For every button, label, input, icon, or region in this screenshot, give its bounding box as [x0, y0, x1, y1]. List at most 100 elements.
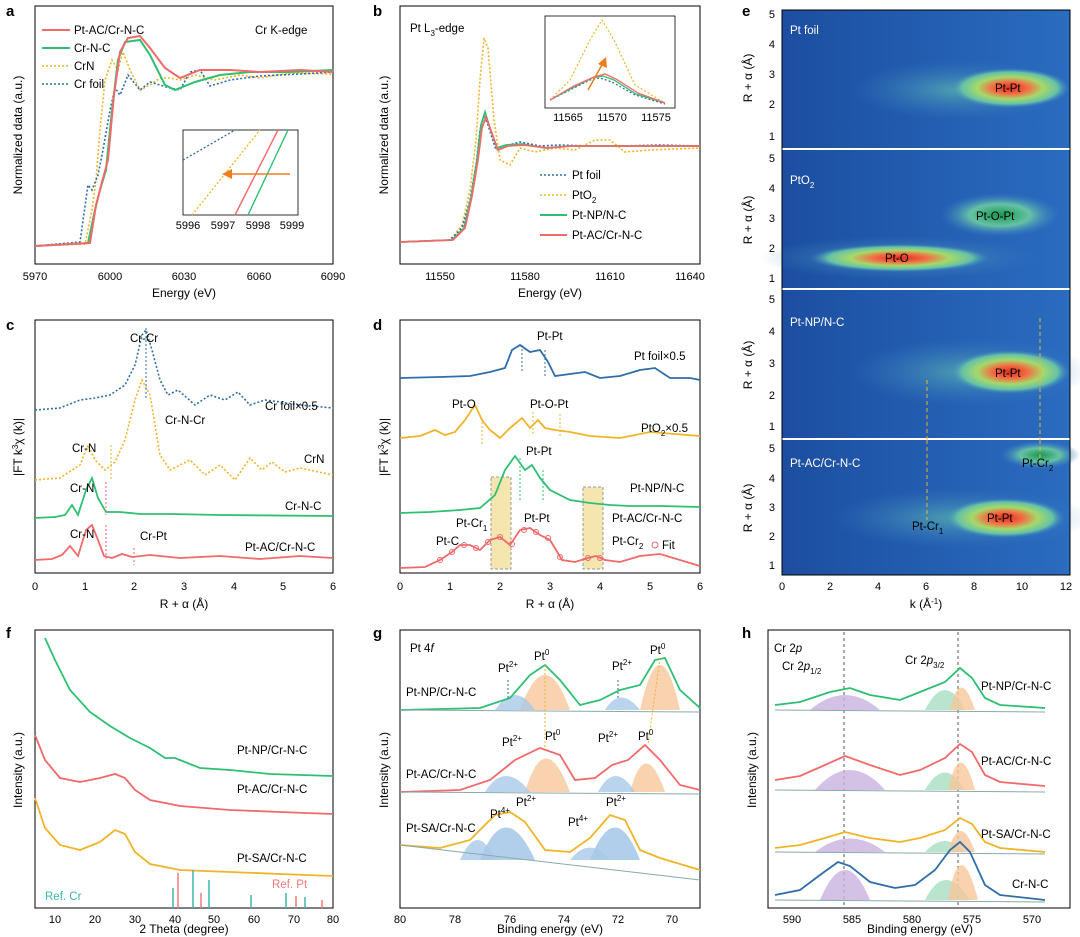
legend-label: Pt-NP/N-C [572, 210, 626, 222]
panel-e-ylabel: R + α (Å) [740, 341, 755, 390]
panel-letter-e: e [742, 3, 750, 20]
peak-label: Pt-Pt [537, 331, 563, 343]
svg-text:2: 2 [769, 390, 775, 402]
series-h-pt-np [774, 666, 1046, 709]
series-h-pt-ac [774, 742, 1046, 787]
map-peak-label: Pt-Cr1 [912, 521, 944, 536]
svg-text:3: 3 [769, 502, 775, 514]
panel-b-legend: Pt foil PtO2 Pt-NP/N-C Pt-AC/Cr-N-C [540, 170, 642, 242]
panel-h-ylabel: Intensity (a.u.) [745, 732, 759, 808]
series-label: Pt-SA/Cr-N-C [237, 853, 307, 865]
panel-a-xtick: 6000 [98, 271, 122, 283]
species-label: Pt2+ [502, 734, 522, 749]
series-label: Pt-AC/Cr-N-C [612, 513, 682, 525]
panel-g-title: Pt 4f [410, 643, 435, 655]
panel-a-edge: Cr K-edge [255, 25, 307, 37]
inset-tick: 11570 [597, 112, 627, 124]
series-cr-foil-ft [34, 328, 334, 411]
panel-f-xtick: 50 [208, 914, 220, 926]
panel-g-xtick: 78 [449, 914, 461, 926]
panel-d-xlabel: R + α (Å) [526, 596, 575, 611]
map-title: Pt-AC/Cr-N-C [790, 458, 860, 470]
ref-cr-label: Ref. Cr [45, 891, 82, 903]
map-peak-label: Pt-Cr2 [1022, 458, 1054, 473]
panel-a: a Normalized data (a.u.) Energy (eV) 597… [6, 3, 345, 300]
series-label: PtO2×0.5 [641, 423, 688, 438]
panel-letter-b: b [373, 3, 382, 20]
series-pt-ac-cr-n-c-b [399, 114, 700, 243]
panel-g-xtick: 70 [666, 914, 678, 926]
panel-letter-d: d [373, 317, 382, 334]
panel-g: g Intensity (a.u.) Binding energy (eV) 8… [373, 625, 701, 936]
series-pt-np-xrd [44, 637, 334, 777]
inset-tick: 11575 [641, 112, 671, 124]
panel-h-xtick: 575 [963, 914, 981, 926]
svg-text:3: 3 [769, 358, 775, 370]
svg-text:4: 4 [769, 39, 775, 51]
legend-label: CrN [74, 61, 94, 73]
series-pt-sa-xps [399, 811, 701, 871]
peak-label: Cr-Cr [130, 333, 158, 345]
sample-label: Pt-AC/Cr-N-C [981, 756, 1051, 768]
peak-label: Pt-O [452, 399, 476, 411]
panel-d-xtick: 1 [447, 581, 453, 593]
svg-text:4: 4 [769, 326, 775, 338]
panel-f-xtick: 80 [327, 914, 339, 926]
panel-e-xtick: 10 [1016, 581, 1028, 593]
panel-c-frame [34, 319, 334, 574]
panel-g-xtick: 76 [504, 914, 516, 926]
panel-f-ylabel: Intensity (a.u.) [11, 732, 25, 808]
panel-letter-c: c [6, 317, 14, 334]
panel-h-xtick: 585 [843, 914, 861, 926]
series-label: Pt-NP/Cr-N-C [237, 745, 307, 757]
sample-label: Pt-NP/Cr-N-C [406, 687, 476, 699]
series-pt-ac-cr-n-c-ft [34, 523, 334, 561]
series-pt-np-n-c [399, 108, 700, 243]
series-label: Pt foil×0.5 [634, 351, 685, 363]
sample-label: Cr-N-C [1012, 879, 1048, 891]
series-label: Cr foil×0.5 [265, 401, 318, 413]
panel-a-xtick: 6030 [172, 271, 196, 283]
panel-d-xtick: 0 [397, 581, 403, 593]
species-label: Pt2+ [612, 658, 632, 673]
species-label: Pt2+ [498, 660, 518, 675]
map-peak-label: Pt-O [885, 253, 909, 265]
panel-g-xtick: 80 [394, 914, 406, 926]
panel-d-frame [399, 319, 701, 574]
peak-label: Cr-N [70, 529, 94, 541]
map-title: PtO2 [790, 175, 815, 190]
inset-tick: 5998 [246, 220, 270, 232]
panel-f: f Intensity (a.u.) 2 Theta (degree) 10 2… [6, 625, 339, 936]
wt-map-pto2: PtO2 Pt-O-Pt Pt-O [760, 150, 1070, 288]
panel-f-xtick: 20 [89, 914, 101, 926]
panel-f-xtick: 30 [129, 914, 141, 926]
series-label: Pt-AC/Cr-N-C [237, 784, 307, 796]
species-label: Pt2+ [606, 794, 626, 809]
panel-e-xlabel: k (Å-1) [910, 596, 942, 611]
wt-map-pt-np-n-c: Pt-NP/N-C Pt-Pt [782, 290, 1080, 440]
species-label: Pt0 [650, 642, 666, 657]
series-pt-np-n-c-ft [399, 454, 701, 514]
panel-e-xtick: 0 [779, 581, 785, 593]
series-pt-sa-xrd [34, 797, 334, 877]
series-h-pt-sa [774, 816, 1046, 853]
panel-h: h Intensity (a.u.) Binding energy (eV) 5… [742, 625, 1071, 936]
peak-label: Pt-C [436, 536, 459, 548]
panel-f-xtick: 40 [169, 914, 181, 926]
panel-c-xtick: 4 [231, 581, 237, 593]
svg-text:2: 2 [769, 531, 775, 543]
peak-label: Pt-Cr1 [456, 518, 488, 533]
wt-map-pt-ac-cr-n-c: Pt-AC/Cr-N-C Pt-Pt Pt-Cr1 Pt-Cr2 [782, 440, 1080, 575]
peak-label: Pt-O-Pt [530, 399, 569, 411]
species-label: Pt0 [534, 648, 550, 663]
panel-a-frame [34, 5, 334, 265]
panel-b: b Normalized data (a.u.) Energy (eV) 115… [373, 3, 705, 300]
panel-e-xtick: 6 [923, 581, 929, 593]
highlight-band-1 [490, 476, 512, 570]
map-peak-label: Pt-Pt [995, 83, 1021, 95]
panel-c-xtick: 6 [330, 581, 336, 593]
species-label: Pt0 [545, 728, 561, 743]
species-label: Pt0 [638, 728, 654, 743]
sample-label: Pt-SA/Cr-N-C [406, 823, 476, 835]
panel-a-ylabel: Normalized data (a.u.) [11, 76, 25, 195]
